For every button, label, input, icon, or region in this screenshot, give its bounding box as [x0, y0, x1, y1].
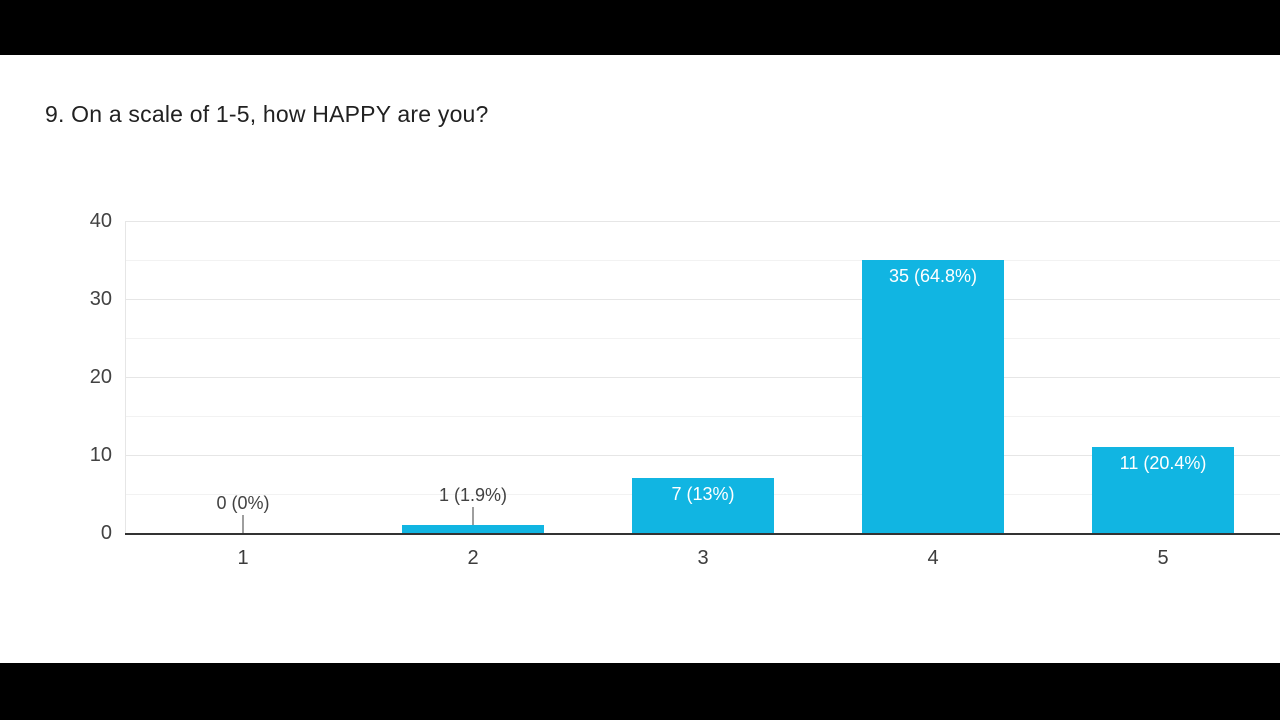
bar-chart: 0 10 20 30 40 0 (0%) 1 1 (1.9%) 2 7 (13%) 3 35 (64.… — [0, 55, 1280, 663]
bar-value-label: 35 (64.8%) — [888, 266, 978, 286]
plot-left-border — [125, 221, 126, 533]
minor-gridline — [125, 338, 1280, 339]
y-axis-tick-label: 30 — [89, 288, 112, 310]
bar-label-stem — [472, 507, 474, 525]
letterbox-bottom — [0, 663, 1280, 720]
x-axis-category-label: 4 — [927, 547, 939, 569]
y-axis-tick-label: 40 — [89, 210, 112, 232]
major-gridline — [125, 455, 1280, 456]
y-axis-tick-label: 20 — [89, 366, 112, 388]
chart-title: 9. On a scale of 1-5, how HAPPY are you? — [45, 101, 489, 127]
bar — [862, 260, 1004, 533]
minor-gridline — [125, 416, 1280, 417]
major-gridline — [125, 221, 1280, 222]
x-axis-line — [125, 533, 1280, 535]
bar-label-stem — [242, 515, 244, 533]
bar-value-label: 1 (1.9%) — [438, 485, 508, 505]
bar-value-label: 11 (20.4%) — [1119, 453, 1207, 473]
letterbox-top — [0, 0, 1280, 55]
minor-gridline — [125, 260, 1280, 261]
y-axis-tick-label: 10 — [89, 444, 112, 466]
bar-value-label: 0 (0%) — [216, 493, 270, 513]
bar-value-label: 7 (13%) — [671, 484, 735, 504]
results-panel: 9. On a scale of 1-5, how HAPPY are you?… — [0, 55, 1280, 663]
x-axis-category-label: 1 — [237, 547, 249, 569]
bar — [632, 478, 774, 533]
x-axis-category-label: 3 — [697, 547, 709, 569]
bar — [402, 525, 544, 533]
major-gridline — [125, 299, 1280, 300]
x-axis-category-label: 2 — [467, 547, 479, 569]
x-axis-category-label: 5 — [1157, 547, 1169, 569]
bar — [1092, 447, 1234, 533]
y-axis-tick-label: 0 — [100, 522, 112, 544]
major-gridline — [125, 377, 1280, 378]
